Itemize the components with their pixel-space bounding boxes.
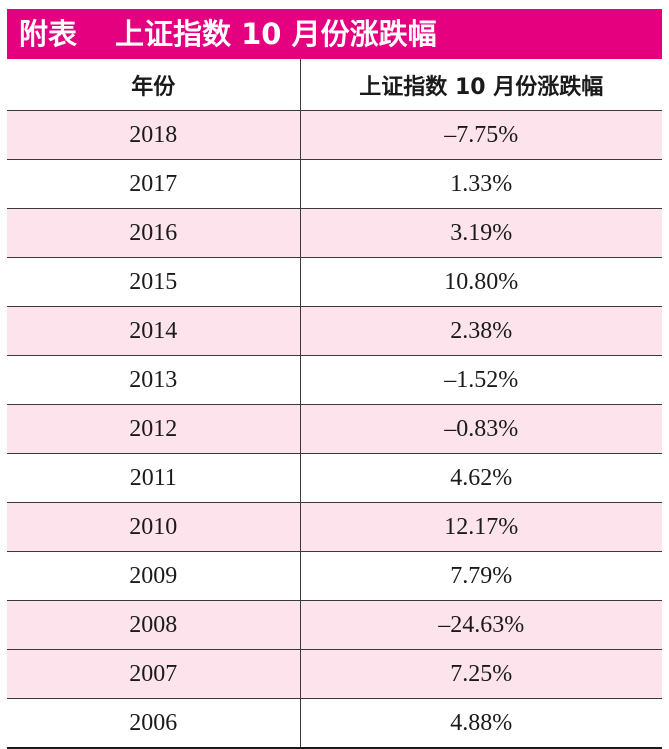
table-row: 2006 4.88% xyxy=(7,698,662,749)
year-cell: 2018 xyxy=(7,110,301,160)
change-cell: 7.79% xyxy=(300,551,662,601)
table-title-text: 上证指数 10 月份涨跌幅 xyxy=(115,17,437,51)
table-title-bar: 附表 上证指数 10 月份涨跌幅 xyxy=(7,9,662,59)
year-cell: 2009 xyxy=(7,551,301,601)
table-row: 2007 7.25% xyxy=(7,649,662,699)
year-cell: 2011 xyxy=(7,453,301,503)
year-cell: 2013 xyxy=(7,355,301,405)
table-row: 2013 –1.52% xyxy=(7,355,662,405)
header-row: 年份 上证指数 10 月份涨跌幅 xyxy=(7,59,662,111)
year-cell: 2010 xyxy=(7,502,301,552)
table-row: 2008 –24.63% xyxy=(7,600,662,650)
table-title-label: 附表 xyxy=(19,17,78,51)
year-cell: 2014 xyxy=(7,306,301,356)
change-cell: 4.88% xyxy=(300,698,662,749)
header-year: 年份 xyxy=(7,59,301,111)
year-cell: 2008 xyxy=(7,600,301,650)
change-cell: –1.52% xyxy=(300,355,662,405)
change-cell: –0.83% xyxy=(300,404,662,454)
change-cell: 3.19% xyxy=(300,208,662,258)
table-container: 附表 上证指数 10 月份涨跌幅 年份 上证指数 10 月份涨跌幅 2018 –7… xyxy=(7,9,662,749)
change-cell: –7.75% xyxy=(300,110,662,160)
table-row: 2014 2.38% xyxy=(7,306,662,356)
table-row: 2012 –0.83% xyxy=(7,404,662,454)
change-cell: 7.25% xyxy=(300,649,662,699)
change-cell: 4.62% xyxy=(300,453,662,503)
year-cell: 2006 xyxy=(7,698,301,749)
table-row: 2015 10.80% xyxy=(7,257,662,307)
change-cell: 2.38% xyxy=(300,306,662,356)
change-cell: 10.80% xyxy=(300,257,662,307)
year-cell: 2016 xyxy=(7,208,301,258)
table-row: 2016 3.19% xyxy=(7,208,662,258)
table-row: 2009 7.79% xyxy=(7,551,662,601)
year-cell: 2012 xyxy=(7,404,301,454)
table-row: 2011 4.62% xyxy=(7,453,662,503)
year-cell: 2007 xyxy=(7,649,301,699)
table-row: 2017 1.33% xyxy=(7,159,662,209)
change-cell: 12.17% xyxy=(300,502,662,552)
data-table: 年份 上证指数 10 月份涨跌幅 2018 –7.75% 2017 1.33% … xyxy=(7,59,662,749)
table-row: 2010 12.17% xyxy=(7,502,662,552)
table-row: 2018 –7.75% xyxy=(7,110,662,160)
header-change: 上证指数 10 月份涨跌幅 xyxy=(300,59,662,111)
year-cell: 2015 xyxy=(7,257,301,307)
year-cell: 2017 xyxy=(7,159,301,209)
change-cell: –24.63% xyxy=(300,600,662,650)
change-cell: 1.33% xyxy=(300,159,662,209)
